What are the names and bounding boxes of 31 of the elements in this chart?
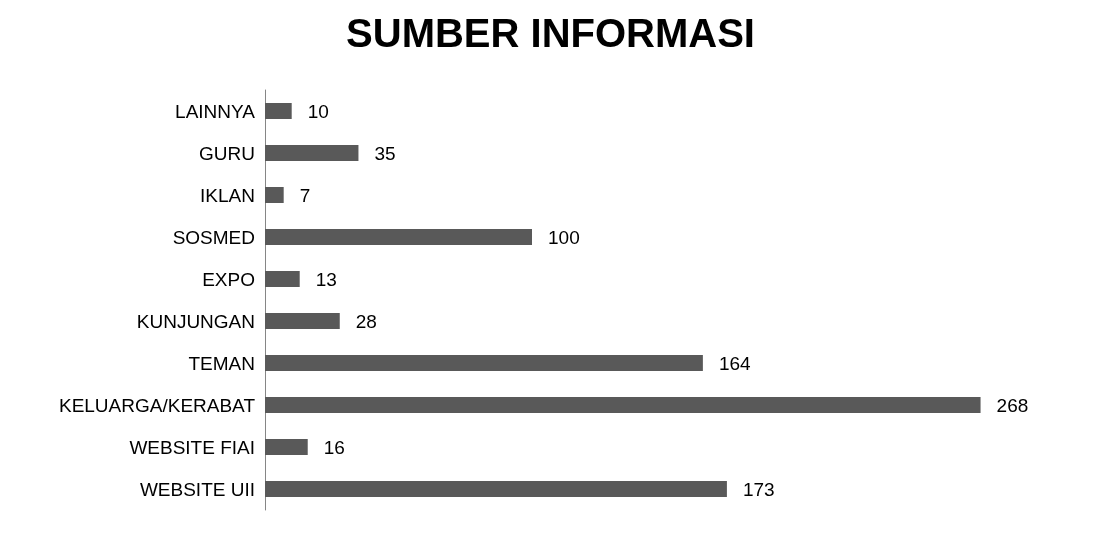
bar [265,355,703,371]
y-tick-label: KELUARGA/KERABAT [58,394,256,416]
data-label: 28 [355,310,377,332]
bar [265,271,300,287]
y-tick-label: LAINNYA [175,100,256,122]
data-label: 10 [307,100,329,122]
bar [265,481,727,497]
y-tick-label: EXPO [202,268,255,290]
data-label: 268 [996,394,1029,416]
bar [265,313,340,329]
data-label: 13 [315,268,337,290]
y-tick-label: WEBSITE FIAI [129,436,255,458]
y-tick-label: KUNJUNGAN [136,310,255,332]
data-label: 7 [299,184,311,206]
data-label: 16 [323,436,345,458]
bar [265,397,981,413]
data-label: 173 [742,478,775,500]
data-label: 35 [374,142,396,164]
bar [265,145,359,161]
data-label: 100 [548,226,580,248]
data-label: 164 [718,352,752,374]
bar [265,229,532,245]
chart-title: SUMBER INFORMASI [346,11,755,55]
y-tick-label: GURU [199,142,255,164]
y-tick-label: WEBSITE UII [139,478,255,500]
y-tick-label: SOSMED [172,226,255,248]
bar [265,439,308,455]
bar [265,103,292,119]
y-tick-label: IKLAN [200,184,255,206]
y-tick-label: TEMAN [188,352,255,374]
bar [265,187,284,203]
